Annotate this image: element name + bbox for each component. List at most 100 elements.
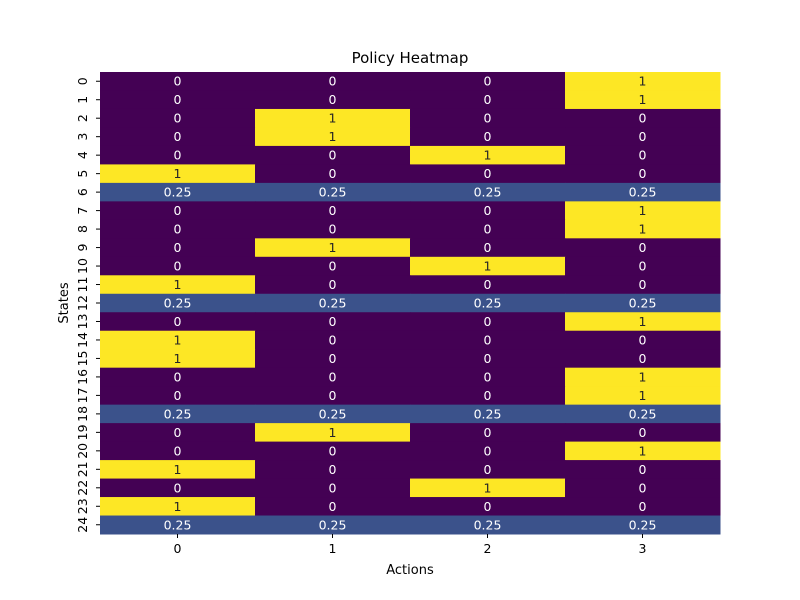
heatmap-cell: [100, 349, 256, 369]
y-tick-label: 8: [75, 225, 90, 233]
y-tick-label: 5: [75, 170, 90, 178]
cell-value-label: 0: [484, 425, 492, 440]
cell-value-label: 1: [639, 92, 647, 107]
cell-value-label: 0: [484, 129, 492, 144]
heatmap-cell: [100, 423, 256, 443]
heatmap-cell: [565, 108, 721, 128]
y-axis-label: States: [57, 282, 72, 323]
cell-value-label: 0: [329, 351, 337, 366]
heatmap-cell: [100, 386, 256, 406]
heatmap-cell: [410, 182, 566, 202]
heatmap-cell: [255, 275, 411, 295]
cell-value-label: 0: [484, 74, 492, 89]
cell-value-label: 1: [174, 499, 182, 514]
cell-value-label: 0.25: [629, 185, 657, 200]
cell-value-label: 0.25: [474, 185, 502, 200]
heatmap-cell: [100, 460, 256, 480]
cell-value-label: 0: [484, 388, 492, 403]
cell-value-label: 0: [329, 203, 337, 218]
cell-value-label: 0: [174, 240, 182, 255]
cell-value-label: 0.25: [629, 406, 657, 421]
cell-value-label: 0: [174, 148, 182, 163]
cell-value-label: 1: [639, 203, 647, 218]
x-tick-label: 2: [484, 541, 492, 556]
heatmap-cell: [410, 478, 566, 498]
x-tick-label: 1: [329, 541, 337, 556]
y-tick-label: 6: [75, 188, 90, 196]
heatmap-cell: [565, 127, 721, 147]
y-tick-label: 18: [75, 406, 90, 422]
cell-value-label: 0: [484, 332, 492, 347]
heatmap-cell: [565, 293, 721, 313]
cell-value-label: 0: [329, 148, 337, 163]
y-tick-label: 3: [75, 133, 90, 141]
cell-value-label: 0: [639, 129, 647, 144]
cell-value-label: 1: [174, 166, 182, 181]
heatmap-cell: [410, 497, 566, 517]
heatmap-cell: [100, 367, 256, 387]
cell-value-label: 0.25: [164, 517, 192, 532]
cell-value-label: 0: [329, 166, 337, 181]
cell-value-label: 1: [639, 222, 647, 237]
cell-value-label: 0.25: [164, 185, 192, 200]
heatmap-cell: [100, 275, 256, 295]
cell-value-label: 0.25: [629, 517, 657, 532]
heatmap-cell: [565, 478, 721, 498]
cell-value-label: 1: [484, 148, 492, 163]
cell-value-label: 1: [174, 462, 182, 477]
heatmap-cell: [255, 330, 411, 350]
heatmap-cell: [410, 423, 566, 443]
cell-value-label: 0: [639, 166, 647, 181]
y-tick-label: 20: [75, 443, 90, 459]
y-tick-label: 24: [75, 517, 90, 533]
cell-value-label: 0.25: [474, 517, 502, 532]
heatmap-cell: [565, 219, 721, 239]
heatmap-cell: [100, 108, 256, 128]
y-tick-label: 14: [75, 332, 90, 348]
cell-value-label: 0: [484, 443, 492, 458]
heatmap-cell: [410, 256, 566, 276]
heatmap-cell: [100, 312, 256, 332]
heatmap-cell: [410, 386, 566, 406]
heatmap-cell: [565, 497, 721, 517]
cell-value-label: 0: [484, 166, 492, 181]
cell-value-label: 0: [639, 425, 647, 440]
cell-value-label: 0: [329, 443, 337, 458]
cell-value-label: 0: [174, 92, 182, 107]
cell-value-label: 0: [174, 111, 182, 126]
cell-value-label: 0.25: [474, 296, 502, 311]
heatmap-cell: [100, 145, 256, 165]
heatmap-cell: [255, 108, 411, 128]
y-tick-label: 13: [75, 314, 90, 330]
y-tick-label: 0: [75, 77, 90, 85]
cell-value-label: 1: [329, 129, 337, 144]
heatmap-cell: [255, 164, 411, 184]
heatmap-cell: [565, 90, 721, 110]
cell-value-label: 1: [639, 443, 647, 458]
cell-value-label: 1: [639, 314, 647, 329]
heatmap-cell: [255, 441, 411, 461]
heatmap-cell-labels: 0 0 0 1 0 0 0 1 0 1 0 0 0 1 0 0 0 0 1 0 1 0 0 0 0.25 0.25 0.25 0.25…: [164, 74, 657, 533]
heatmap-cell: [410, 349, 566, 369]
cell-value-label: 0: [329, 480, 337, 495]
heatmap-cell: [100, 201, 256, 221]
heatmap-cell: [565, 423, 721, 443]
heatmap-cell: [255, 256, 411, 276]
heatmap-cell: [100, 441, 256, 461]
heatmap-cell: [255, 219, 411, 239]
heatmap-cell: [100, 72, 256, 91]
cell-value-label: 0: [329, 332, 337, 347]
heatmap-cell: [100, 293, 256, 313]
heatmap-cell: [565, 145, 721, 165]
heatmap-cell: [565, 404, 721, 424]
heatmap-cell: [565, 441, 721, 461]
heatmap-cell: [100, 90, 256, 110]
heatmap-cell: [565, 460, 721, 480]
cell-value-label: 1: [484, 480, 492, 495]
cell-value-label: 0: [639, 277, 647, 292]
heatmap-cell: [100, 478, 256, 498]
y-tick-label: 23: [75, 498, 90, 514]
cell-value-label: 0: [484, 92, 492, 107]
heatmap-cell: [410, 312, 566, 332]
